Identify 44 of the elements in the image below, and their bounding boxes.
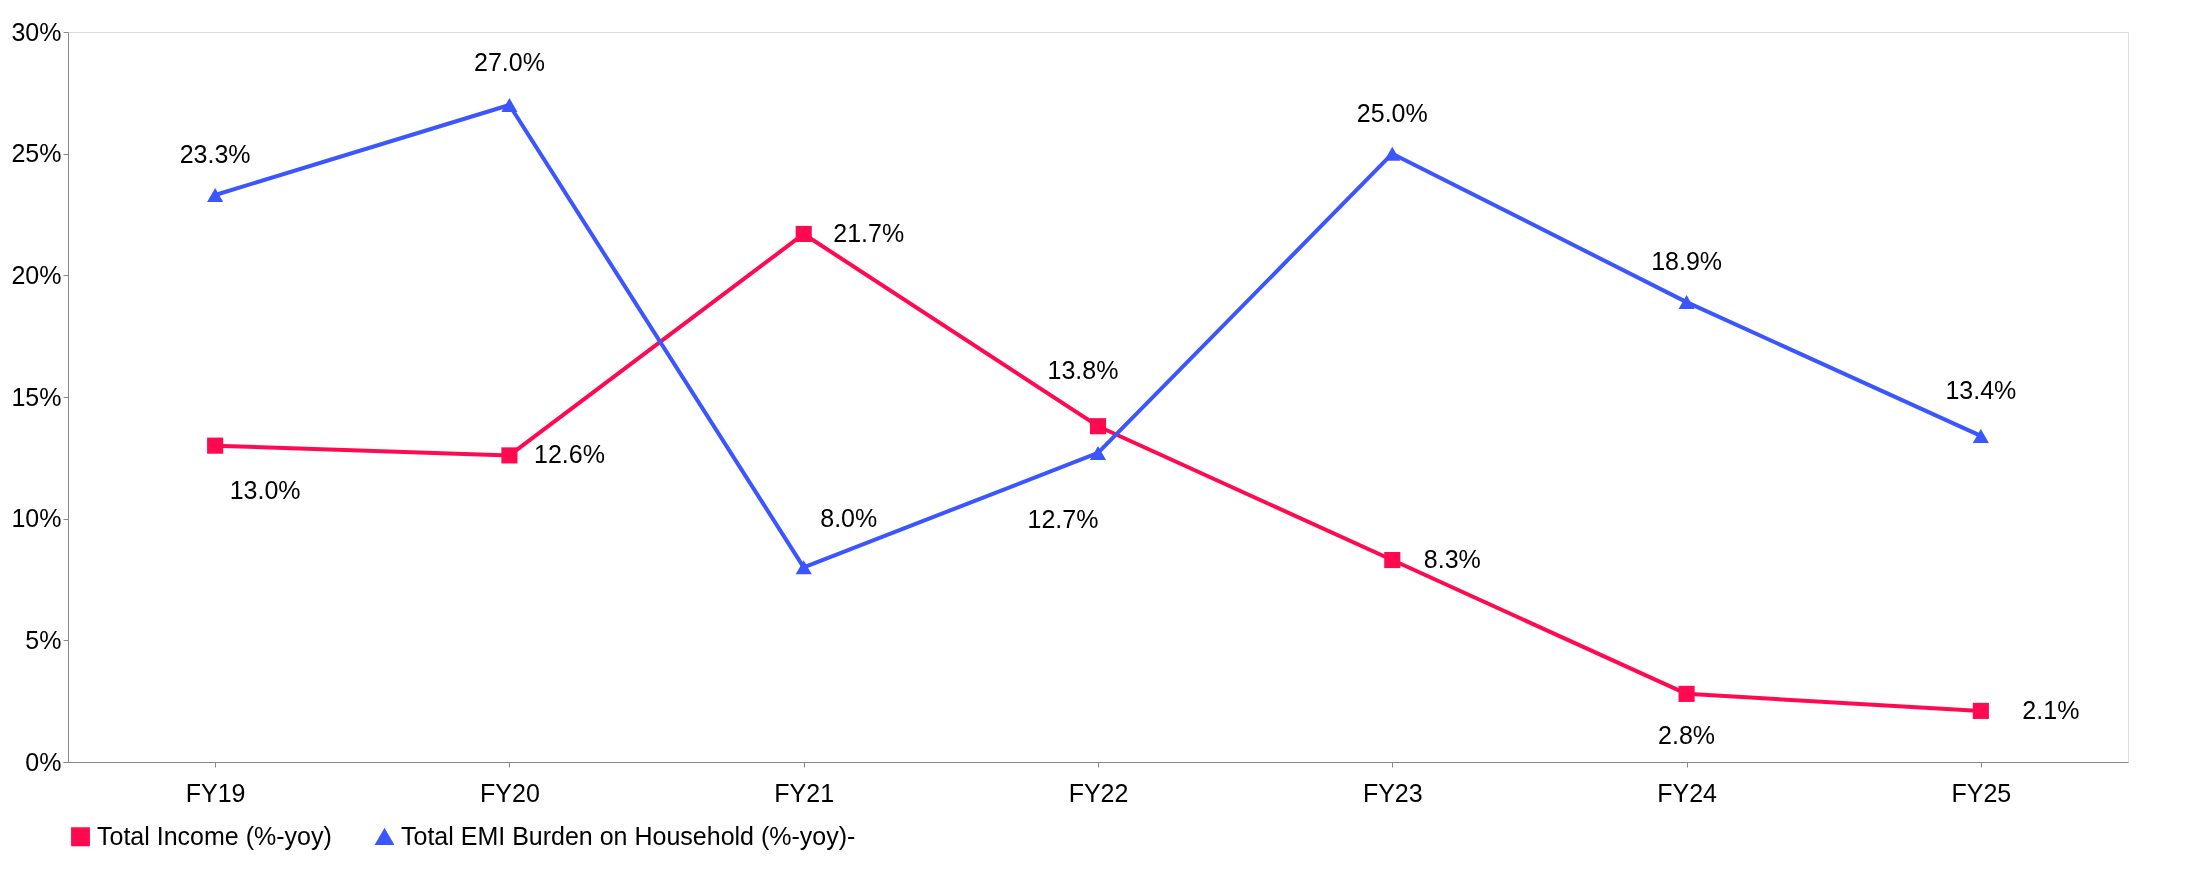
data-label: 27.0% [473, 48, 545, 76]
legend-label: Total EMI Burden on Household (%-yoy)- [401, 821, 856, 850]
y-tick-label: 5% [25, 625, 62, 654]
x-tick-label: FY25 [1951, 778, 2012, 807]
y-tick-label: 15% [11, 382, 62, 411]
point [501, 447, 518, 464]
point [1089, 445, 1107, 460]
x-tick-label: FY20 [480, 778, 540, 807]
point [501, 98, 518, 112]
x-tick-label: FY22 [1068, 778, 1129, 807]
point [1678, 685, 1695, 702]
point [1972, 428, 1989, 443]
point [207, 188, 224, 203]
data-label: 2.1% [2022, 695, 2080, 724]
data-label: 21.7% [833, 218, 905, 247]
point [207, 437, 224, 454]
point [1384, 551, 1401, 569]
x-tick-label: FY19 [185, 778, 246, 807]
y-tick-label: 20% [11, 260, 62, 289]
point [1678, 295, 1695, 310]
y-tick-label: 0% [25, 747, 62, 776]
y-tick-label: 30% [11, 17, 62, 46]
data-label: 13.8% [1047, 356, 1119, 385]
point [795, 225, 812, 243]
data-label: 2.8% [1658, 720, 1716, 749]
data-label: 13.4% [1945, 375, 2017, 404]
x-tick-label: FY21 [774, 778, 835, 807]
data-label: 12.6% [533, 440, 605, 469]
point [1384, 146, 1401, 161]
data-label: 13.0% [229, 475, 301, 504]
data-label: 8.0% [820, 504, 878, 533]
x-tick-label: FY23 [1362, 778, 1423, 807]
point [1089, 418, 1107, 435]
y-tick-label: 25% [11, 139, 62, 168]
data-label: 25.0% [1356, 98, 1428, 127]
data-label: 18.9% [1651, 247, 1723, 276]
y-tick-label: 10% [11, 504, 62, 533]
point [1972, 702, 1989, 719]
data-label: 12.7% [1027, 504, 1099, 533]
point [795, 560, 812, 575]
data-label: 8.3% [1423, 545, 1481, 574]
data-label: 23.3% [179, 140, 251, 169]
legend-label: Total Income (%-yoy) [97, 821, 332, 850]
x-tick-label: FY24 [1657, 778, 1718, 807]
